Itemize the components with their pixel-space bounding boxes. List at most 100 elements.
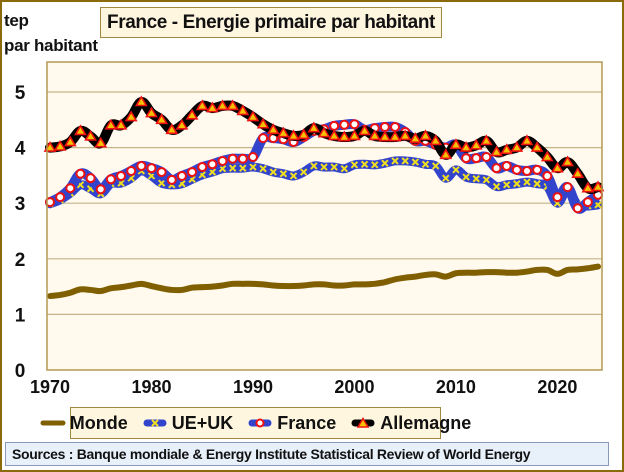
data-point-allemagne	[94, 136, 108, 148]
x-tick-label: 2010	[436, 377, 476, 397]
legend-label: France	[277, 412, 337, 433]
data-point-france	[85, 173, 96, 184]
data-point-france	[207, 159, 218, 170]
data-point-france	[461, 153, 472, 164]
data-point-allemagne	[398, 129, 412, 141]
legend: Monde UE+UK France Allemagne	[40, 407, 471, 439]
data-point-france	[572, 203, 583, 214]
data-point-allemagne	[195, 99, 209, 111]
data-point-ue-uk	[310, 162, 318, 170]
data-point-allemagne	[479, 134, 493, 146]
data-point-allemagne	[490, 145, 503, 157]
data-point-france	[146, 163, 157, 174]
legend-item-ue-uk: UE+UK	[142, 413, 233, 434]
data-point-allemagne	[551, 161, 564, 173]
data-point-france	[481, 152, 492, 163]
data-point-france	[542, 170, 553, 181]
data-point-ue-uk	[228, 164, 237, 172]
data-point-allemagne	[287, 129, 300, 141]
data-point-ue-uk	[299, 168, 308, 176]
data-point-allemagne	[226, 99, 240, 111]
data-point-ue-uk	[340, 165, 349, 173]
data-point-france	[105, 174, 116, 185]
data-point-france	[390, 122, 401, 133]
data-point-france	[187, 167, 198, 178]
data-point-allemagne	[540, 150, 554, 162]
y-tick-label: 0	[15, 361, 26, 382]
data-point-france	[582, 197, 593, 208]
data-point-allemagne	[317, 126, 331, 138]
data-point-allemagne	[510, 141, 524, 152]
data-point-ue-uk	[289, 172, 298, 180]
data-point-ue-uk	[391, 157, 399, 165]
series-layer	[43, 95, 605, 300]
data-point-france	[217, 155, 228, 166]
blue-line-red-circle-swatch-icon	[248, 418, 272, 428]
data-point-allemagne	[419, 129, 432, 141]
legend-label: Monde	[69, 412, 128, 433]
data-point-allemagne	[84, 129, 97, 141]
data-point-ue-uk	[523, 178, 531, 186]
data-point-france	[339, 119, 350, 130]
data-point-ue-uk	[249, 163, 257, 171]
x-tick-label: 2000	[334, 377, 374, 397]
data-point-allemagne	[145, 106, 158, 118]
data-point-allemagne	[236, 104, 250, 116]
y-axis-unit-line-2: par habitant	[4, 36, 98, 55]
data-point-france	[45, 197, 55, 208]
data-point-france	[379, 122, 390, 133]
data-point-france	[349, 119, 360, 130]
black-line-red-triangle-swatch-icon	[351, 417, 375, 428]
data-point-allemagne	[581, 181, 595, 193]
data-point-ue-uk	[502, 181, 511, 189]
data-point-france	[562, 182, 573, 193]
data-point-france	[532, 164, 543, 175]
data-point-allemagne	[561, 155, 574, 167]
data-point-allemagne	[216, 99, 229, 111]
y-tick-label: 5	[15, 83, 26, 104]
data-point-allemagne	[429, 134, 443, 146]
data-point-allemagne	[591, 180, 605, 192]
data-point-allemagne	[449, 138, 463, 150]
legend-item-allemagne: Allemagne	[350, 413, 471, 434]
y-tick-label: 2	[15, 250, 26, 271]
data-point-allemagne	[53, 139, 67, 151]
data-point-ue-uk	[157, 179, 166, 187]
data-point-allemagne	[530, 141, 544, 152]
data-point-ue-uk	[360, 160, 369, 168]
data-point-france	[95, 184, 106, 195]
data-point-allemagne	[155, 113, 169, 125]
y-tick-label: 4	[15, 139, 26, 160]
data-point-allemagne	[185, 108, 199, 120]
data-point-france	[237, 153, 248, 164]
data-point-allemagne	[297, 128, 311, 140]
data-point-allemagne	[571, 167, 585, 179]
data-point-ue-uk	[239, 164, 247, 172]
legend-label: Allemagne	[380, 412, 472, 433]
data-point-ue-uk	[421, 160, 430, 168]
brown-line-swatch-icon	[40, 420, 66, 426]
data-point-allemagne	[307, 121, 321, 133]
data-point-allemagne	[358, 124, 371, 136]
data-point-allemagne	[368, 129, 382, 141]
data-point-ue-uk	[482, 176, 491, 184]
data-point-ue-uk	[350, 161, 359, 169]
data-point-ue-uk	[513, 180, 521, 188]
series-allemagne	[43, 95, 605, 195]
data-point-france	[471, 153, 482, 164]
data-point-france	[156, 167, 167, 178]
data-point-ue-uk	[371, 161, 379, 169]
data-point-france	[65, 183, 76, 194]
data-point-allemagne	[246, 110, 260, 122]
x-tick-label: 1970	[30, 377, 70, 397]
data-point-allemagne	[520, 134, 534, 146]
plot-area	[47, 62, 602, 370]
data-point-france	[501, 160, 512, 171]
data-point-ue-uk	[401, 157, 409, 165]
data-point-ue-uk	[330, 163, 338, 171]
data-point-france	[197, 162, 208, 173]
y-axis-unit-line-1: tep	[4, 11, 29, 30]
data-point-allemagne	[205, 101, 219, 113]
data-point-allemagne	[348, 129, 361, 141]
